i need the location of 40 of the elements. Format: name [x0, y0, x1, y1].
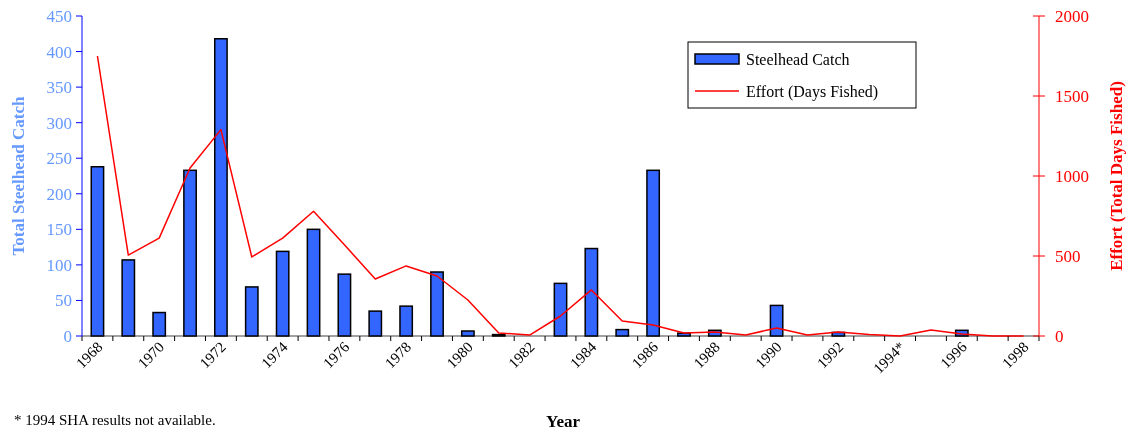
- bar: [152, 311, 167, 337]
- line-series: [96, 55, 1025, 337]
- y-tick-label: 300: [46, 113, 72, 133]
- bar: [430, 271, 444, 337]
- bar: [460, 330, 475, 337]
- bar: [183, 169, 197, 337]
- bar: [90, 166, 105, 337]
- y-tick-label: 0: [63, 326, 72, 346]
- bar: [368, 310, 383, 337]
- bar: [584, 247, 599, 337]
- x-axis-title: Year: [546, 412, 581, 431]
- y-tick-label: 200: [46, 184, 72, 204]
- y-axis-title: Total Steelhead Catch: [9, 95, 28, 256]
- bar: [769, 304, 784, 337]
- y-tick-label: 400: [46, 42, 72, 62]
- bar: [399, 305, 414, 337]
- y2-tick-label: 1500: [1055, 86, 1089, 106]
- y-tick-label: 350: [46, 78, 72, 98]
- y2-tick-label: 1000: [1055, 166, 1089, 186]
- y-tick-label: 50: [55, 291, 72, 311]
- bar: [337, 273, 352, 337]
- bar: [646, 169, 661, 337]
- text: * 1994 SHA results not available.: [14, 412, 216, 428]
- y-tick-label: 250: [46, 149, 72, 169]
- y-tick-label: 450: [46, 6, 72, 26]
- y-tick-label: 100: [46, 255, 72, 275]
- y-tick-label: 150: [46, 220, 72, 240]
- bar: [214, 38, 228, 337]
- bar: [553, 282, 568, 337]
- y2-tick-label: 2000: [1055, 6, 1089, 26]
- bar: [306, 228, 321, 337]
- bar: [275, 250, 290, 337]
- y2-tick-label: 500: [1055, 246, 1081, 266]
- y2-tick-label: 0: [1055, 326, 1064, 346]
- bar: [244, 286, 259, 337]
- bar: [121, 259, 136, 337]
- legend-label: Steelhead Catch: [746, 50, 850, 68]
- bar: [615, 328, 630, 337]
- legend-label: Effort (Days Fished): [746, 82, 879, 101]
- y2-axis-title: Effort (Total Days Fished): [1107, 81, 1126, 271]
